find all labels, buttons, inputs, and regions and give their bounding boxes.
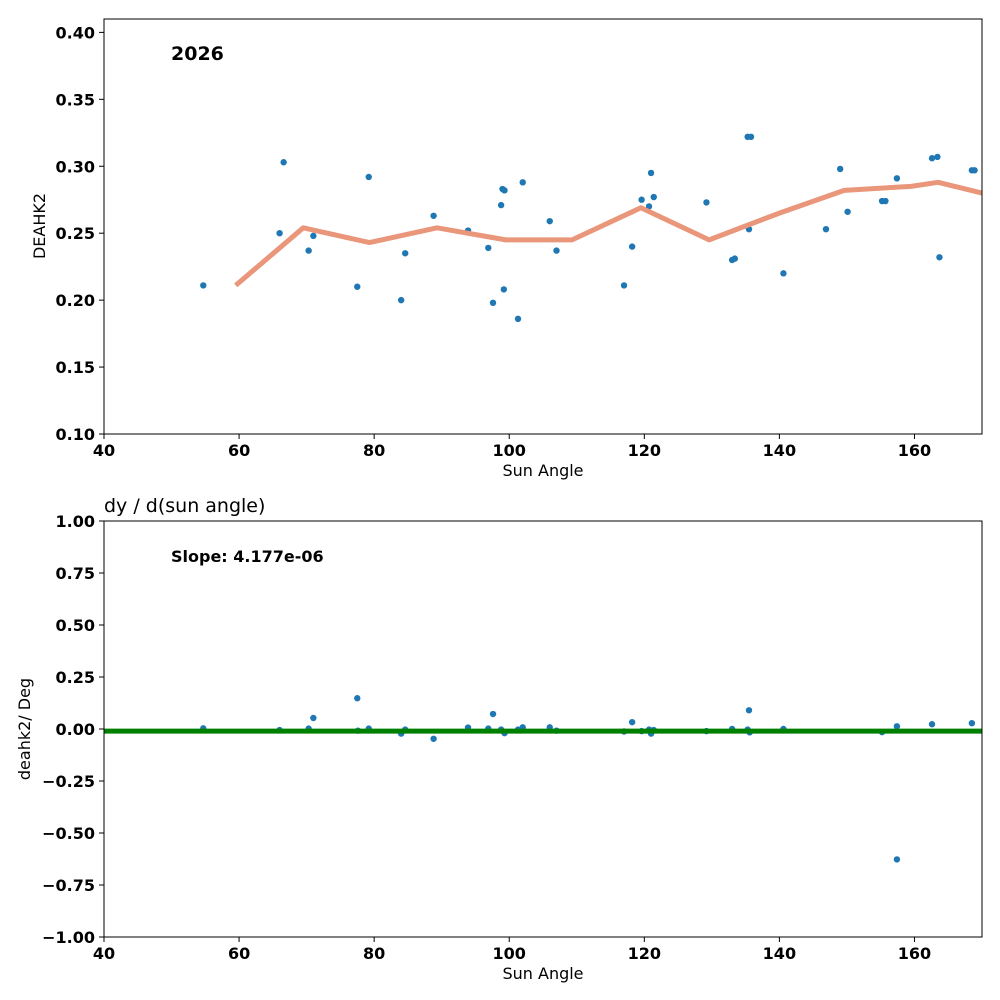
top-plot-x-tick-label: 140 <box>763 441 796 460</box>
top-plot-data-point <box>628 243 636 250</box>
top-plot-x-tick-label: 120 <box>628 441 661 460</box>
bottom-plot-x-tick-label: 60 <box>228 944 250 963</box>
top-plot-data-point <box>500 286 508 293</box>
bottom-plot-y-tick-label: −1.00 <box>42 928 95 947</box>
bottom-plot-x-tick-label: 160 <box>898 944 931 963</box>
top-plot-data-point <box>650 193 657 201</box>
top-plot-data-point <box>971 167 978 174</box>
bottom-plot-data-area <box>104 695 982 863</box>
top-plot-year-annotation: 2026 <box>171 43 224 65</box>
bottom-plot-data-point <box>354 695 361 702</box>
bottom-plot-data-point <box>893 856 901 863</box>
bottom-plot-data-point <box>430 735 437 742</box>
top-plot-data-point <box>354 283 361 290</box>
top-plot-data-point <box>836 165 844 173</box>
top-plot-data-point <box>519 179 526 186</box>
top-plot-x-tick-label: 160 <box>898 441 931 460</box>
top-plot-x-tick-label: 60 <box>228 441 250 460</box>
top-plot-data-point <box>485 244 492 252</box>
top-plot-axes-frame <box>103 18 983 435</box>
top-plot-y-tick-label: 0.10 <box>56 425 95 444</box>
top-plot-data-point <box>501 187 508 194</box>
top-plot-x-tick-label: 80 <box>363 441 385 460</box>
bottom-plot-y-tick-label: −0.75 <box>42 876 95 895</box>
top-plot-data-point <box>497 201 505 209</box>
top-plot-data-point <box>620 282 628 289</box>
top-plot-data-point <box>703 199 710 206</box>
bottom-plot-y-tick-label: 0.00 <box>56 720 95 739</box>
top-plot-data-point <box>822 225 830 233</box>
top-plot-data-point <box>430 212 437 219</box>
top-plot-y-tick-label: 0.40 <box>56 23 95 42</box>
top-plot-data-point <box>936 254 943 261</box>
top-plot-data-point <box>638 196 645 203</box>
top-plot-x-axis-label: Sun Angle <box>502 461 583 480</box>
top-plot-x-tick-label: 40 <box>93 441 115 460</box>
bottom-plot-y-tick-label: −0.25 <box>42 772 95 791</box>
top-plot-y-tick-label: 0.35 <box>56 90 95 109</box>
top-plot-data-point <box>882 197 889 205</box>
top-plot-data-point <box>747 133 755 141</box>
top-plot-data-point <box>934 153 941 161</box>
bottom-plot-data-point <box>489 710 497 718</box>
top-plot-data-point <box>280 159 287 166</box>
top-plot-data-point <box>489 299 497 307</box>
top-plot-data-point <box>645 203 653 210</box>
bottom-plot-x-tick-label: 140 <box>763 944 796 963</box>
bottom-plot-x-tick-label: 120 <box>628 944 661 963</box>
bottom-plot-y-tick-label: −0.50 <box>42 824 95 843</box>
top-plot-y-axis-label: DEAHK2 <box>30 193 49 259</box>
top-plot-data-point <box>546 217 553 225</box>
bottom-plot-y-tick-label: 0.25 <box>56 668 95 687</box>
bottom-plot-y-tick-label: 1.00 <box>56 512 95 531</box>
top-plot: 2026 Sun Angle DEAHK2 40 60 80 100 120 140 160… <box>30 18 983 480</box>
bottom-plot-data-point <box>310 714 317 722</box>
top-plot-data-point <box>893 175 901 182</box>
top-plot-data-point <box>780 270 787 277</box>
bottom-plot-data-point <box>745 707 753 714</box>
bottom-plot-title: dy / d(sun angle) <box>104 495 265 517</box>
bottom-plot-data-point <box>928 721 936 728</box>
top-plot-trend-line <box>234 179 982 288</box>
top-plot-data-point <box>310 232 317 240</box>
bottom-plot-y-tick-label: 0.75 <box>56 564 95 583</box>
top-plot-data-point <box>365 173 372 181</box>
top-plot-data-point <box>276 229 283 237</box>
bottom-plot-data-point <box>968 719 976 727</box>
top-plot-data-point <box>305 247 312 254</box>
top-plot-data-point <box>514 315 522 323</box>
top-plot-data-point <box>397 296 405 304</box>
top-plot-y-tick-label: 0.15 <box>56 358 95 377</box>
bottom-plot-data-point <box>628 718 636 726</box>
top-plot-data-point <box>647 169 655 177</box>
bottom-plot-data-point <box>893 723 901 730</box>
top-plot-data-point <box>553 247 560 254</box>
bottom-plot-slope-annotation: Slope: 4.177e-06 <box>171 547 324 566</box>
top-plot-y-tick-label: 0.30 <box>56 157 95 176</box>
top-plot-data-area <box>200 133 982 323</box>
bottom-plot-y-tick-label: 0.50 <box>56 616 95 635</box>
top-plot-y-tick-label: 0.25 <box>56 224 95 243</box>
top-plot-data-point <box>402 250 409 257</box>
bottom-plot: dy / d(sun angle) Slope: 4.177e-06 Sun A… <box>15 495 983 983</box>
top-plot-data-point <box>200 282 207 289</box>
top-plot-x-tick-label: 100 <box>493 441 526 460</box>
bottom-plot-x-tick-label: 100 <box>493 944 526 963</box>
top-plot-data-point <box>844 208 851 215</box>
bottom-plot-x-tick-label: 80 <box>363 944 385 963</box>
bottom-plot-x-axis-label: Sun Angle <box>502 964 583 983</box>
top-plot-y-tick-label: 0.20 <box>56 291 95 310</box>
bottom-plot-x-tick-label: 40 <box>93 944 115 963</box>
bottom-plot-y-axis-label: deahk2/ Deg <box>15 678 34 780</box>
top-plot-data-point <box>731 255 739 262</box>
top-plot-data-point <box>928 155 936 162</box>
